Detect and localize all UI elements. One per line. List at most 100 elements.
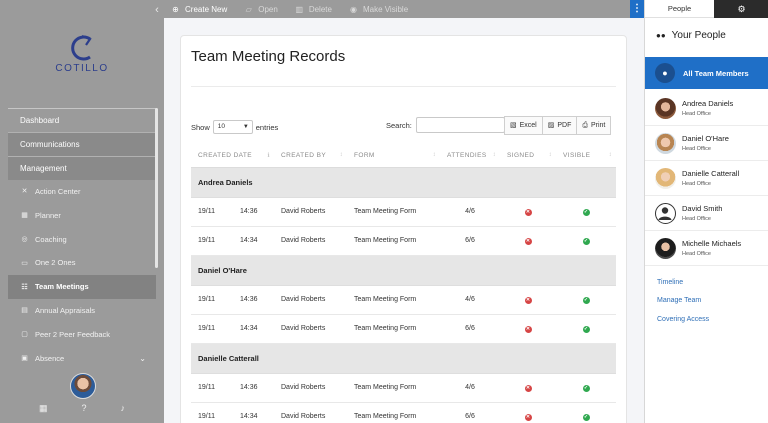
sidebar-item-annual-appraisals[interactable]: ▤ Annual Appraisals [8, 299, 156, 323]
page-title: Team Meeting Records [191, 48, 346, 65]
make-visible-button[interactable]: ◉ Make Visible [349, 5, 408, 14]
sidebar-item-team-meetings[interactable]: ☷ Team Meetings [8, 275, 156, 299]
cell-form: Team Meeting Form [347, 226, 440, 256]
main-content: Team Meeting Records Show 10 ▼ entries S… [164, 18, 644, 423]
make-visible-label: Make Visible [362, 4, 409, 14]
create-new-button[interactable]: ⊕ Create New [171, 5, 227, 14]
table-row[interactable]: 19/11 14:34 David Roberts Team Meeting F… [191, 402, 616, 423]
person-item[interactable]: David Smith Head Office [645, 196, 768, 231]
export-pdf-button[interactable]: ▨ PDF [542, 116, 578, 135]
person-info: David Smith Head Office [682, 204, 722, 222]
check-circle-icon: ✓ [582, 296, 590, 304]
sidebar-item-absence[interactable]: ▣ Absence ⌄ [8, 347, 156, 371]
sidebar-item-planner[interactable]: ▦ Planner [8, 204, 156, 228]
open-button[interactable]: ▱ Open [244, 5, 278, 14]
x-circle-icon: ✕ [524, 296, 532, 304]
records-card: Team Meeting Records Show 10 ▼ entries S… [180, 35, 627, 423]
page-length-control: Show 10 ▼ entries [191, 120, 278, 134]
column-label: CREATED BY [281, 151, 327, 159]
print-label: Print [590, 122, 606, 129]
delete-button[interactable]: ▥ Delete [295, 5, 332, 14]
cell-date: 19/11 [191, 226, 233, 256]
cell-form: Team Meeting Form [347, 285, 440, 315]
cell-visible: ✓ [556, 226, 616, 256]
column-header-visible[interactable]: VISIBLE ↕ [556, 144, 616, 168]
sidebar-section-management[interactable]: Management [8, 156, 156, 180]
user-avatar[interactable] [70, 373, 96, 399]
sidebar-item-label: One 2 Ones [35, 258, 76, 268]
pdf-file-icon: ▨ [547, 122, 555, 129]
cell-form: Team Meeting Form [347, 197, 440, 227]
sidebar-item-label: Absence [35, 353, 65, 363]
sidebar-item-coaching[interactable]: ◎ Coaching [8, 228, 156, 252]
bell-icon[interactable]: ♪ [120, 403, 125, 413]
sidebar-item-label: Team Meetings [35, 282, 89, 292]
toolbar: ⊕ Create New ▱ Open ▥ Delete ◉ Make Visi… [164, 0, 630, 18]
column-header-created-date[interactable]: CREATED DATE ℹ [191, 144, 274, 168]
collapse-sidebar-icon[interactable]: ‹ [155, 4, 159, 16]
sidebar-item-one-2-ones[interactable]: ▭ One 2 Ones [8, 251, 156, 275]
cell-date: 19/11 [191, 314, 233, 344]
all-team-members-item[interactable]: ● All Team Members [645, 57, 768, 89]
chevron-down-icon: ⌄ [139, 353, 146, 363]
open-label: Open [258, 4, 278, 14]
table-row[interactable]: 19/11 14:36 David Roberts Team Meeting F… [191, 197, 616, 227]
person-item[interactable]: Michelle Michaels Head Office [645, 231, 768, 266]
covering-access-link[interactable]: Covering Access [657, 316, 710, 323]
people-panel: People ⚙ ●● Your People ● All Team Membe… [644, 0, 768, 423]
sidebar-section-communications[interactable]: Communications [8, 132, 156, 156]
grid-icon[interactable]: ▦ [38, 403, 48, 413]
sidebar-item-peer-feedback[interactable]: ▢ Peer 2 Peer Feedback [8, 323, 156, 347]
cell-visible: ✓ [556, 373, 616, 403]
delete-label: Delete [308, 4, 332, 14]
table-row[interactable]: 19/11 14:36 David Roberts Team Meeting F… [191, 373, 616, 403]
sidebar-nav: Dashboard Communications Management ✕ Ac… [8, 108, 156, 370]
column-label: VISIBLE [563, 151, 591, 159]
more-options-icon[interactable]: ⋮ [630, 0, 644, 18]
help-icon[interactable]: ? [81, 403, 87, 413]
group-row[interactable]: Andrea Daniels [191, 167, 616, 198]
group-row[interactable]: Daniel O'Hare [191, 255, 616, 286]
column-header-created-by[interactable]: CREATED BY ↕ [274, 144, 347, 168]
tab-people[interactable]: People [645, 0, 714, 18]
column-header-signed[interactable]: SIGNED ↕ [500, 144, 556, 168]
check-circle-icon: ✓ [582, 384, 590, 392]
page-length-select[interactable]: 10 ▼ [212, 120, 253, 134]
show-label: Show [191, 122, 210, 132]
timeline-link[interactable]: Timeline [657, 279, 684, 286]
print-button[interactable]: ⎙ Print [577, 116, 612, 135]
group-avatar-icon: ● [655, 63, 675, 83]
cell-attendies: 4/6 [440, 197, 500, 227]
column-header-form[interactable]: FORM ↕ [347, 144, 440, 168]
person-name: Michelle Michaels [682, 239, 742, 248]
table-row[interactable]: 19/11 14:36 David Roberts Team Meeting F… [191, 285, 616, 315]
person-name: David Smith [682, 204, 723, 213]
search-input[interactable] [415, 117, 505, 133]
team-icon: ☷ [21, 283, 28, 291]
page-length-value: 10 [217, 123, 225, 130]
manage-team-link[interactable]: Manage Team [657, 297, 702, 304]
person-status: Head Office [682, 111, 711, 117]
sidebar-item-action-center[interactable]: ✕ Action Center [8, 180, 156, 204]
avatar [655, 167, 676, 189]
entries-label: entries [255, 122, 279, 132]
person-item[interactable]: Andrea Daniels Head Office [645, 91, 768, 126]
person-item[interactable]: Danielle Catterall Head Office [645, 161, 768, 196]
sidebar-section-dashboard[interactable]: Dashboard [8, 108, 156, 132]
cell-date: 19/11 [191, 285, 233, 315]
sidebar-scrollbar[interactable] [155, 108, 158, 268]
table-row[interactable]: 19/11 14:34 David Roberts Team Meeting F… [191, 226, 616, 256]
person-info: Andrea Daniels Head Office [682, 99, 733, 117]
column-label: ATTENDIES [447, 151, 487, 159]
person-name: Daniel O'Hare [682, 134, 729, 143]
column-header-attendies[interactable]: ATTENDIES ↕ [440, 144, 500, 168]
group-name: Danielle Catterall [191, 343, 616, 374]
export-excel-button[interactable]: ▧ Excel [504, 116, 543, 135]
check-circle-icon: ✓ [582, 208, 590, 216]
group-row[interactable]: Danielle Catterall [191, 343, 616, 374]
trash-icon: ▥ [295, 4, 304, 14]
tab-settings[interactable]: ⚙ [714, 0, 768, 18]
person-item[interactable]: Daniel O'Hare Head Office [645, 126, 768, 161]
table-row[interactable]: 19/11 14:34 David Roberts Team Meeting F… [191, 314, 616, 344]
one-to-one-icon: ▭ [21, 259, 28, 267]
